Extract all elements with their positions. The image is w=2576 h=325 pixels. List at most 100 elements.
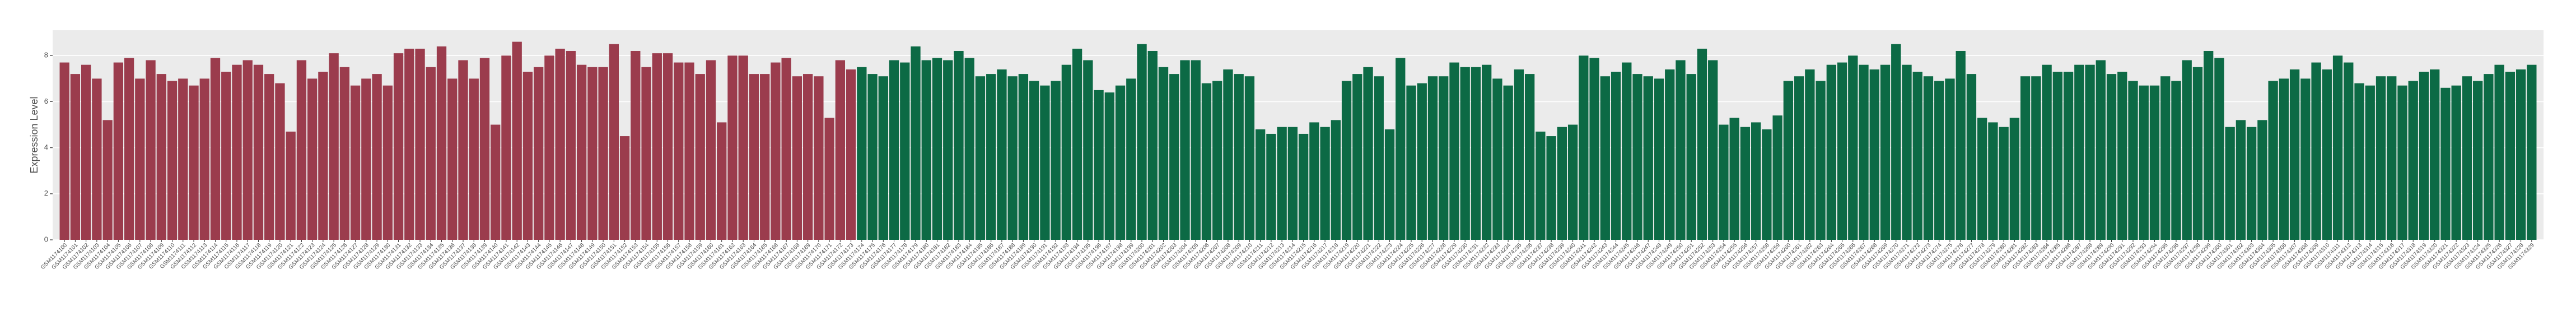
bar <box>447 78 458 240</box>
bar <box>771 62 781 240</box>
bar <box>2225 127 2235 240</box>
bar <box>1923 76 1934 240</box>
bar <box>1180 60 1190 240</box>
y-tick-label: 8 <box>44 51 48 59</box>
bar <box>1029 81 1039 240</box>
bar <box>2042 64 2052 240</box>
bar <box>275 83 285 240</box>
bar <box>1147 50 1158 240</box>
y-tick-label: 6 <box>44 97 48 105</box>
bar <box>329 53 339 240</box>
bar <box>1503 85 1513 240</box>
bar <box>264 74 274 240</box>
bar <box>674 62 684 240</box>
bar <box>2527 64 2537 240</box>
bar <box>1169 74 1179 240</box>
bar <box>135 78 145 240</box>
bar <box>2192 67 2203 240</box>
bar <box>1040 85 1050 240</box>
bar <box>1816 81 1826 240</box>
bar <box>81 64 91 240</box>
bar <box>372 74 382 240</box>
bar <box>232 64 242 240</box>
bar <box>1406 85 1416 240</box>
bar <box>652 53 662 240</box>
bar <box>792 76 802 240</box>
bar <box>1676 60 1686 240</box>
bar <box>641 67 651 240</box>
bar <box>1331 120 1341 240</box>
bar <box>2204 50 2214 240</box>
bar <box>1018 74 1029 240</box>
bar <box>253 64 264 240</box>
bar <box>1902 64 1912 240</box>
bar <box>684 62 694 240</box>
bar <box>964 58 974 240</box>
bar <box>1298 133 1309 240</box>
bar <box>124 58 134 240</box>
bar <box>2440 87 2451 240</box>
bar <box>1137 44 1147 240</box>
bar <box>92 78 102 240</box>
bar <box>2322 69 2332 240</box>
bar <box>2365 85 2375 240</box>
bar <box>1945 78 1955 240</box>
bar <box>146 60 156 240</box>
bar <box>1966 74 1977 240</box>
bar <box>695 74 705 240</box>
bar <box>286 131 296 240</box>
bar <box>1805 69 1815 240</box>
bar <box>491 124 501 240</box>
bar <box>1546 136 1556 240</box>
bar <box>1708 60 1718 240</box>
bar <box>2430 69 2440 240</box>
bar <box>857 67 867 240</box>
y-axis-title: Expression Level <box>29 96 40 173</box>
bar <box>1956 50 1966 240</box>
bar <box>609 44 619 240</box>
bar <box>415 48 425 240</box>
bar <box>2332 55 2343 240</box>
bar <box>2484 74 2494 240</box>
bar <box>1729 118 1739 240</box>
bar <box>318 71 328 240</box>
bar <box>1794 76 1804 240</box>
bar <box>2214 58 2224 240</box>
bar <box>598 67 608 240</box>
bar <box>1266 133 1276 240</box>
bar <box>1579 55 1589 240</box>
bar <box>1352 74 1362 240</box>
bar <box>382 85 393 240</box>
bar <box>2171 81 2181 240</box>
bar <box>361 78 371 240</box>
bar <box>512 41 522 240</box>
bar <box>2289 69 2300 240</box>
bar <box>2096 60 2106 240</box>
bar <box>1374 76 1384 240</box>
bar <box>1869 69 1879 240</box>
bar <box>662 53 673 240</box>
bar <box>1234 74 1244 240</box>
bar <box>2074 64 2084 240</box>
bar <box>221 71 231 240</box>
bar <box>1427 76 1438 240</box>
bar <box>1384 129 1395 240</box>
bar <box>1589 58 1599 240</box>
bar <box>706 60 716 240</box>
bar <box>1341 81 1352 240</box>
bar <box>781 58 791 240</box>
bar <box>1320 127 1330 240</box>
bar <box>997 69 1007 240</box>
bar <box>749 74 759 240</box>
bar <box>210 58 221 240</box>
bar <box>2009 118 2020 240</box>
bar <box>1104 92 1114 240</box>
bar <box>975 76 986 240</box>
bar <box>1999 127 2009 240</box>
bar <box>242 60 253 240</box>
bar <box>199 78 209 240</box>
bar <box>469 78 479 240</box>
bar <box>1740 127 1751 240</box>
bar <box>2031 76 2041 240</box>
